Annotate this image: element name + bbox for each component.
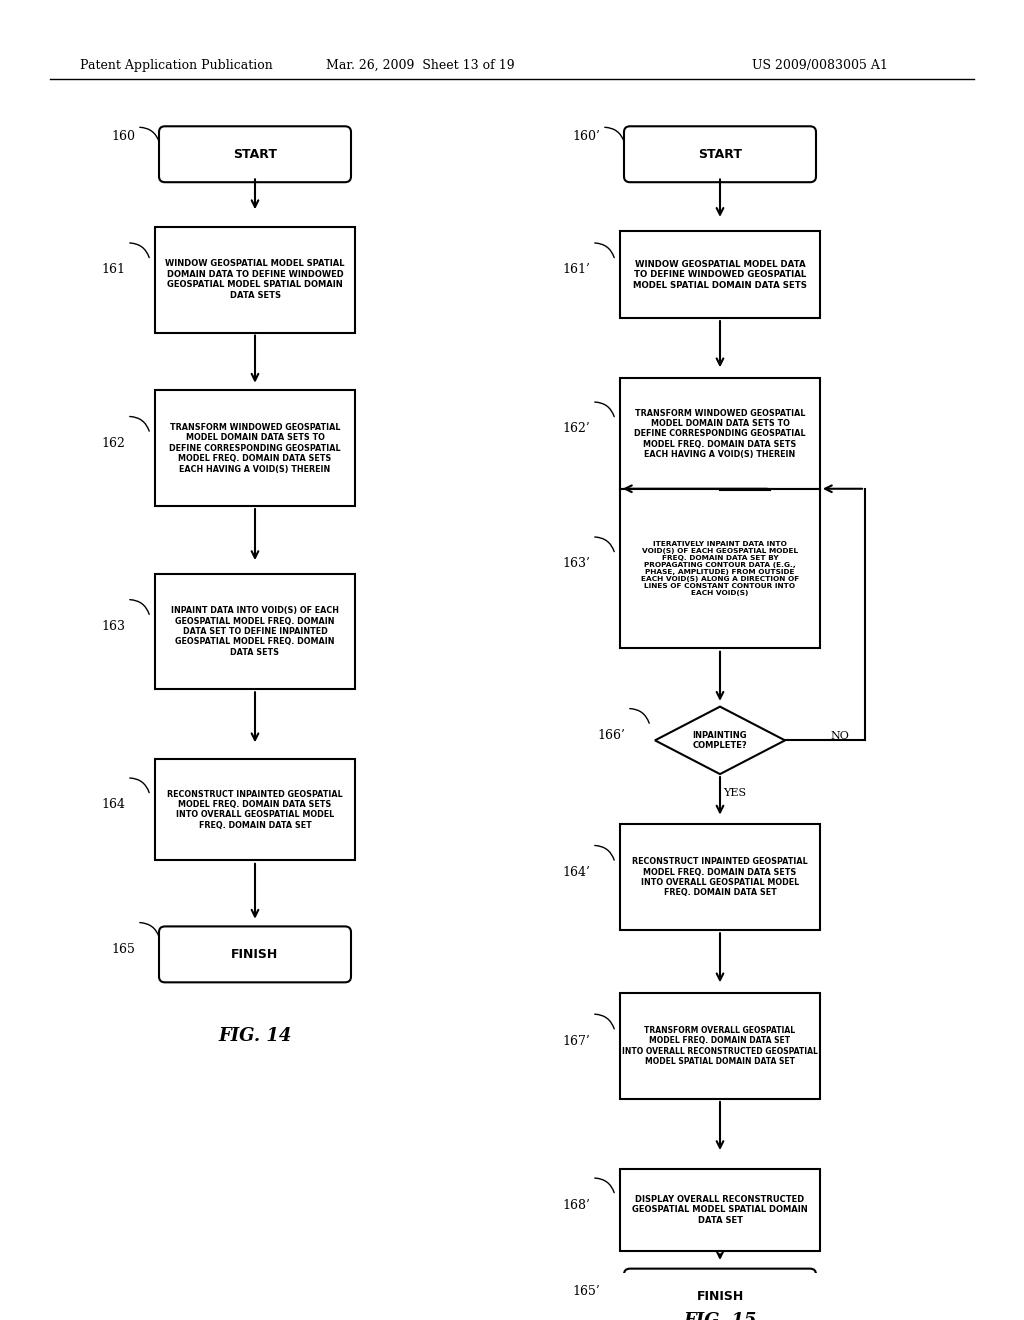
Bar [620,490,820,648]
Text: YES: YES [723,788,746,799]
FancyBboxPatch shape [159,127,351,182]
Text: FINISH: FINISH [231,948,279,961]
Text: 165: 165 [112,942,135,956]
Text: RECONSTRUCT INPAINTED GEOSPATIAL
MODEL FREQ. DOMAIN DATA SETS
INTO OVERALL GEOSP: RECONSTRUCT INPAINTED GEOSPATIAL MODEL F… [632,857,808,898]
Text: Mar. 26, 2009  Sheet 13 of 19: Mar. 26, 2009 Sheet 13 of 19 [326,59,514,73]
Text: 166’: 166’ [597,729,625,742]
Text: WINDOW GEOSPATIAL MODEL SPATIAL
DOMAIN DATA TO DEFINE WINDOWED
GEOSPATIAL MODEL : WINDOW GEOSPATIAL MODEL SPATIAL DOMAIN D… [165,260,345,300]
Text: ITERATIVELY INPAINT DATA INTO
VOID(S) OF EACH GEOSPATIAL MODEL
FREQ. DOMAIN DATA: ITERATIVELY INPAINT DATA INTO VOID(S) OF… [641,541,799,597]
Text: 164: 164 [101,799,125,812]
Text: 160’: 160’ [572,131,600,144]
Text: 161’: 161’ [562,264,590,276]
Text: START: START [233,148,278,161]
Text: INPAINTING
COMPLETE?: INPAINTING COMPLETE? [692,731,748,750]
Bar [155,391,355,506]
Text: FIG. 14: FIG. 14 [218,1027,292,1045]
Text: 163: 163 [101,620,125,634]
Text: RECONSTRUCT INPAINTED GEOSPATIAL
MODEL FREQ. DOMAIN DATA SETS
INTO OVERALL GEOSP: RECONSTRUCT INPAINTED GEOSPATIAL MODEL F… [167,789,343,830]
Text: 161: 161 [101,264,125,276]
FancyBboxPatch shape [624,1269,816,1320]
Bar [620,379,820,490]
Text: 167’: 167’ [562,1035,590,1048]
Polygon shape [655,706,785,774]
Text: NO: NO [830,730,850,741]
Text: DISPLAY OVERALL RECONSTRUCTED
GEOSPATIAL MODEL SPATIAL DOMAIN
DATA SET: DISPLAY OVERALL RECONSTRUCTED GEOSPATIAL… [632,1195,808,1225]
Bar [155,574,355,689]
Text: 160: 160 [111,131,135,144]
Bar [155,759,355,861]
Text: 164’: 164’ [562,866,590,879]
Text: 163’: 163’ [562,557,590,570]
Bar [620,1170,820,1251]
Text: Patent Application Publication: Patent Application Publication [80,59,272,73]
Bar [620,231,820,318]
Text: US 2009/0083005 A1: US 2009/0083005 A1 [752,59,888,73]
Text: FIG. 15: FIG. 15 [683,1312,757,1320]
Text: 165’: 165’ [572,1286,600,1299]
FancyBboxPatch shape [159,927,351,982]
Text: START: START [698,148,742,161]
FancyBboxPatch shape [624,127,816,182]
Text: 162: 162 [101,437,125,450]
Bar [620,824,820,931]
Text: FINISH: FINISH [696,1290,743,1303]
Text: TRANSFORM WINDOWED GEOSPATIAL
MODEL DOMAIN DATA SETS TO
DEFINE CORRESPONDING GEO: TRANSFORM WINDOWED GEOSPATIAL MODEL DOMA… [169,422,341,474]
Text: TRANSFORM WINDOWED GEOSPATIAL
MODEL DOMAIN DATA SETS TO
DEFINE CORRESPONDING GEO: TRANSFORM WINDOWED GEOSPATIAL MODEL DOMA… [634,408,806,459]
Bar [155,227,355,333]
Text: 162’: 162’ [562,422,590,436]
Text: WINDOW GEOSPATIAL MODEL DATA
TO DEFINE WINDOWED GEOSPATIAL
MODEL SPATIAL DOMAIN : WINDOW GEOSPATIAL MODEL DATA TO DEFINE W… [633,260,807,289]
Text: INPAINT DATA INTO VOID(S) OF EACH
GEOSPATIAL MODEL FREQ. DOMAIN
DATA SET TO DEFI: INPAINT DATA INTO VOID(S) OF EACH GEOSPA… [171,606,339,657]
Text: TRANSFORM OVERALL GEOSPATIAL
MODEL FREQ. DOMAIN DATA SET
INTO OVERALL RECONSTRUC: TRANSFORM OVERALL GEOSPATIAL MODEL FREQ.… [622,1026,818,1067]
Text: 168’: 168’ [562,1199,590,1212]
Bar [620,993,820,1100]
